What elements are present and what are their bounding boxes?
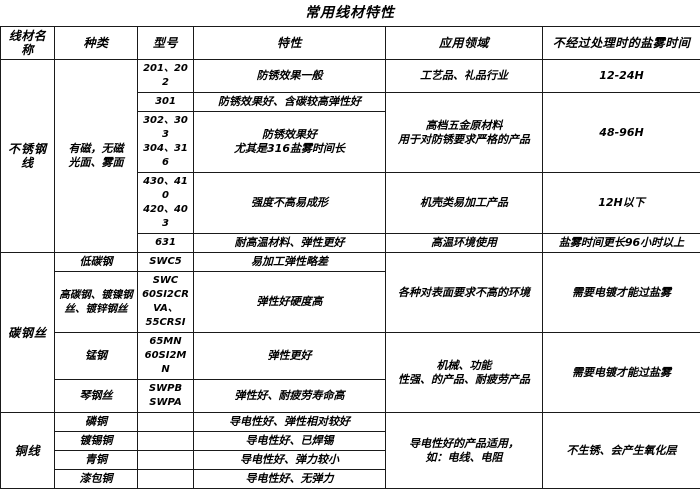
column-header-salt-spray: 不经过处理时的盐雾时间: [543, 27, 700, 60]
cell-characteristic: 防锈效果一般: [194, 60, 386, 93]
cell-characteristic: 弹性好硬度高: [194, 272, 386, 333]
cell-characteristic: 导电性好、弹性相对较好: [194, 413, 386, 432]
cell-application: 工艺品、礼品行业: [386, 60, 543, 93]
cell-model: [138, 451, 194, 470]
cell-model: 631: [138, 234, 194, 253]
column-header-wire-name: 线材名称: [1, 27, 55, 60]
cell-category: 低碳钢: [55, 253, 138, 272]
cell-category: 镀锡铜: [55, 432, 138, 451]
group-name-stainless: 不锈钢线: [1, 60, 55, 253]
cell-characteristic: 防锈效果好尤其是316盐雾时间长: [194, 112, 386, 173]
cell-model: SWC5: [138, 253, 194, 272]
cell-salt-spray: 12H以下: [543, 173, 700, 234]
cell-characteristic: 导电性好、无弹力: [194, 470, 386, 489]
cell-category: 青铜: [55, 451, 138, 470]
cell-characteristic: 导电性好、弹力较小: [194, 451, 386, 470]
header-row: 线材名称 种类 型号 特性 应用领域 不经过处理时的盐雾时间: [1, 27, 700, 60]
cell-model: [138, 413, 194, 432]
cell-characteristic: 耐高温材料、弹性更好: [194, 234, 386, 253]
table-row: 碳钢丝 低碳钢 SWC5 易加工弹性略差 各种对表面要求不高的环境 需要电镀才能…: [1, 253, 700, 272]
table-header: 线材名称 种类 型号 特性 应用领域 不经过处理时的盐雾时间: [1, 27, 700, 60]
cell-salt-spray: 12-24H: [543, 60, 700, 93]
cell-category: 锰钢: [55, 333, 138, 380]
group-name-copper: 铜线: [1, 413, 55, 489]
cell-salt-spray: 48-96H: [543, 93, 700, 173]
page-root: 常用线材特性 线材名称 种类 型号 特性 应用领域 不经过处理时的盐雾时间 不锈…: [0, 0, 700, 437]
group-category-stainless: 有磁，无磁光面、雾面: [55, 60, 138, 253]
column-header-properties: 特性: [194, 27, 386, 60]
table-row: 不锈钢线 有磁，无磁光面、雾面 201、202 防锈效果一般 工艺品、礼品行业 …: [1, 60, 700, 93]
cell-application: 机械、功能性强、的产品、耐疲劳产品: [386, 333, 543, 413]
cell-application: 各种对表面要求不高的环境: [386, 253, 543, 333]
cell-characteristic: 易加工弹性略差: [194, 253, 386, 272]
group-name-carbon: 碳钢丝: [1, 253, 55, 413]
column-header-application: 应用领域: [386, 27, 543, 60]
cell-characteristic: 弹性好、耐疲劳寿命高: [194, 380, 386, 413]
cell-model: 201、202: [138, 60, 194, 93]
cell-category: 琴钢丝: [55, 380, 138, 413]
page-title: 常用线材特性: [0, 0, 700, 26]
cell-application: 导电性好的产品适用，如：电线、电阻: [386, 413, 543, 489]
cell-application: 高温环境使用: [386, 234, 543, 253]
cell-model: [138, 432, 194, 451]
table-body: 不锈钢线 有磁，无磁光面、雾面 201、202 防锈效果一般 工艺品、礼品行业 …: [1, 60, 700, 489]
cell-application: 高档五金原材料用于对防锈要求严格的产品: [386, 93, 543, 173]
cell-salt-spray: 盐雾时间更长96小时以上: [543, 234, 700, 253]
cell-category: 磷铜: [55, 413, 138, 432]
cell-category: 漆包铜: [55, 470, 138, 489]
cell-characteristic: 弹性更好: [194, 333, 386, 380]
cell-salt-spray: 不生锈、会产生氧化层: [543, 413, 700, 489]
cell-salt-spray: 需要电镀才能过盐雾: [543, 333, 700, 413]
cell-application: 机壳类易加工产品: [386, 173, 543, 234]
cell-model: 301: [138, 93, 194, 112]
cell-characteristic: 强度不高易成形: [194, 173, 386, 234]
column-header-model: 型号: [138, 27, 194, 60]
cell-model: [138, 470, 194, 489]
table-row: 铜线 磷铜 导电性好、弹性相对较好 导电性好的产品适用，如：电线、电阻 不生锈、…: [1, 413, 700, 432]
cell-category: 高碳钢、镀镍钢丝、镀锌钢丝: [55, 272, 138, 333]
cell-characteristic: 防锈效果好、含碳较高弹性好: [194, 93, 386, 112]
cell-salt-spray: 需要电镀才能过盐雾: [543, 253, 700, 333]
column-header-category: 种类: [55, 27, 138, 60]
wire-properties-table: 线材名称 种类 型号 特性 应用领域 不经过处理时的盐雾时间 不锈钢线 有磁，无…: [0, 26, 700, 489]
cell-characteristic: 导电性好、已焊锡: [194, 432, 386, 451]
